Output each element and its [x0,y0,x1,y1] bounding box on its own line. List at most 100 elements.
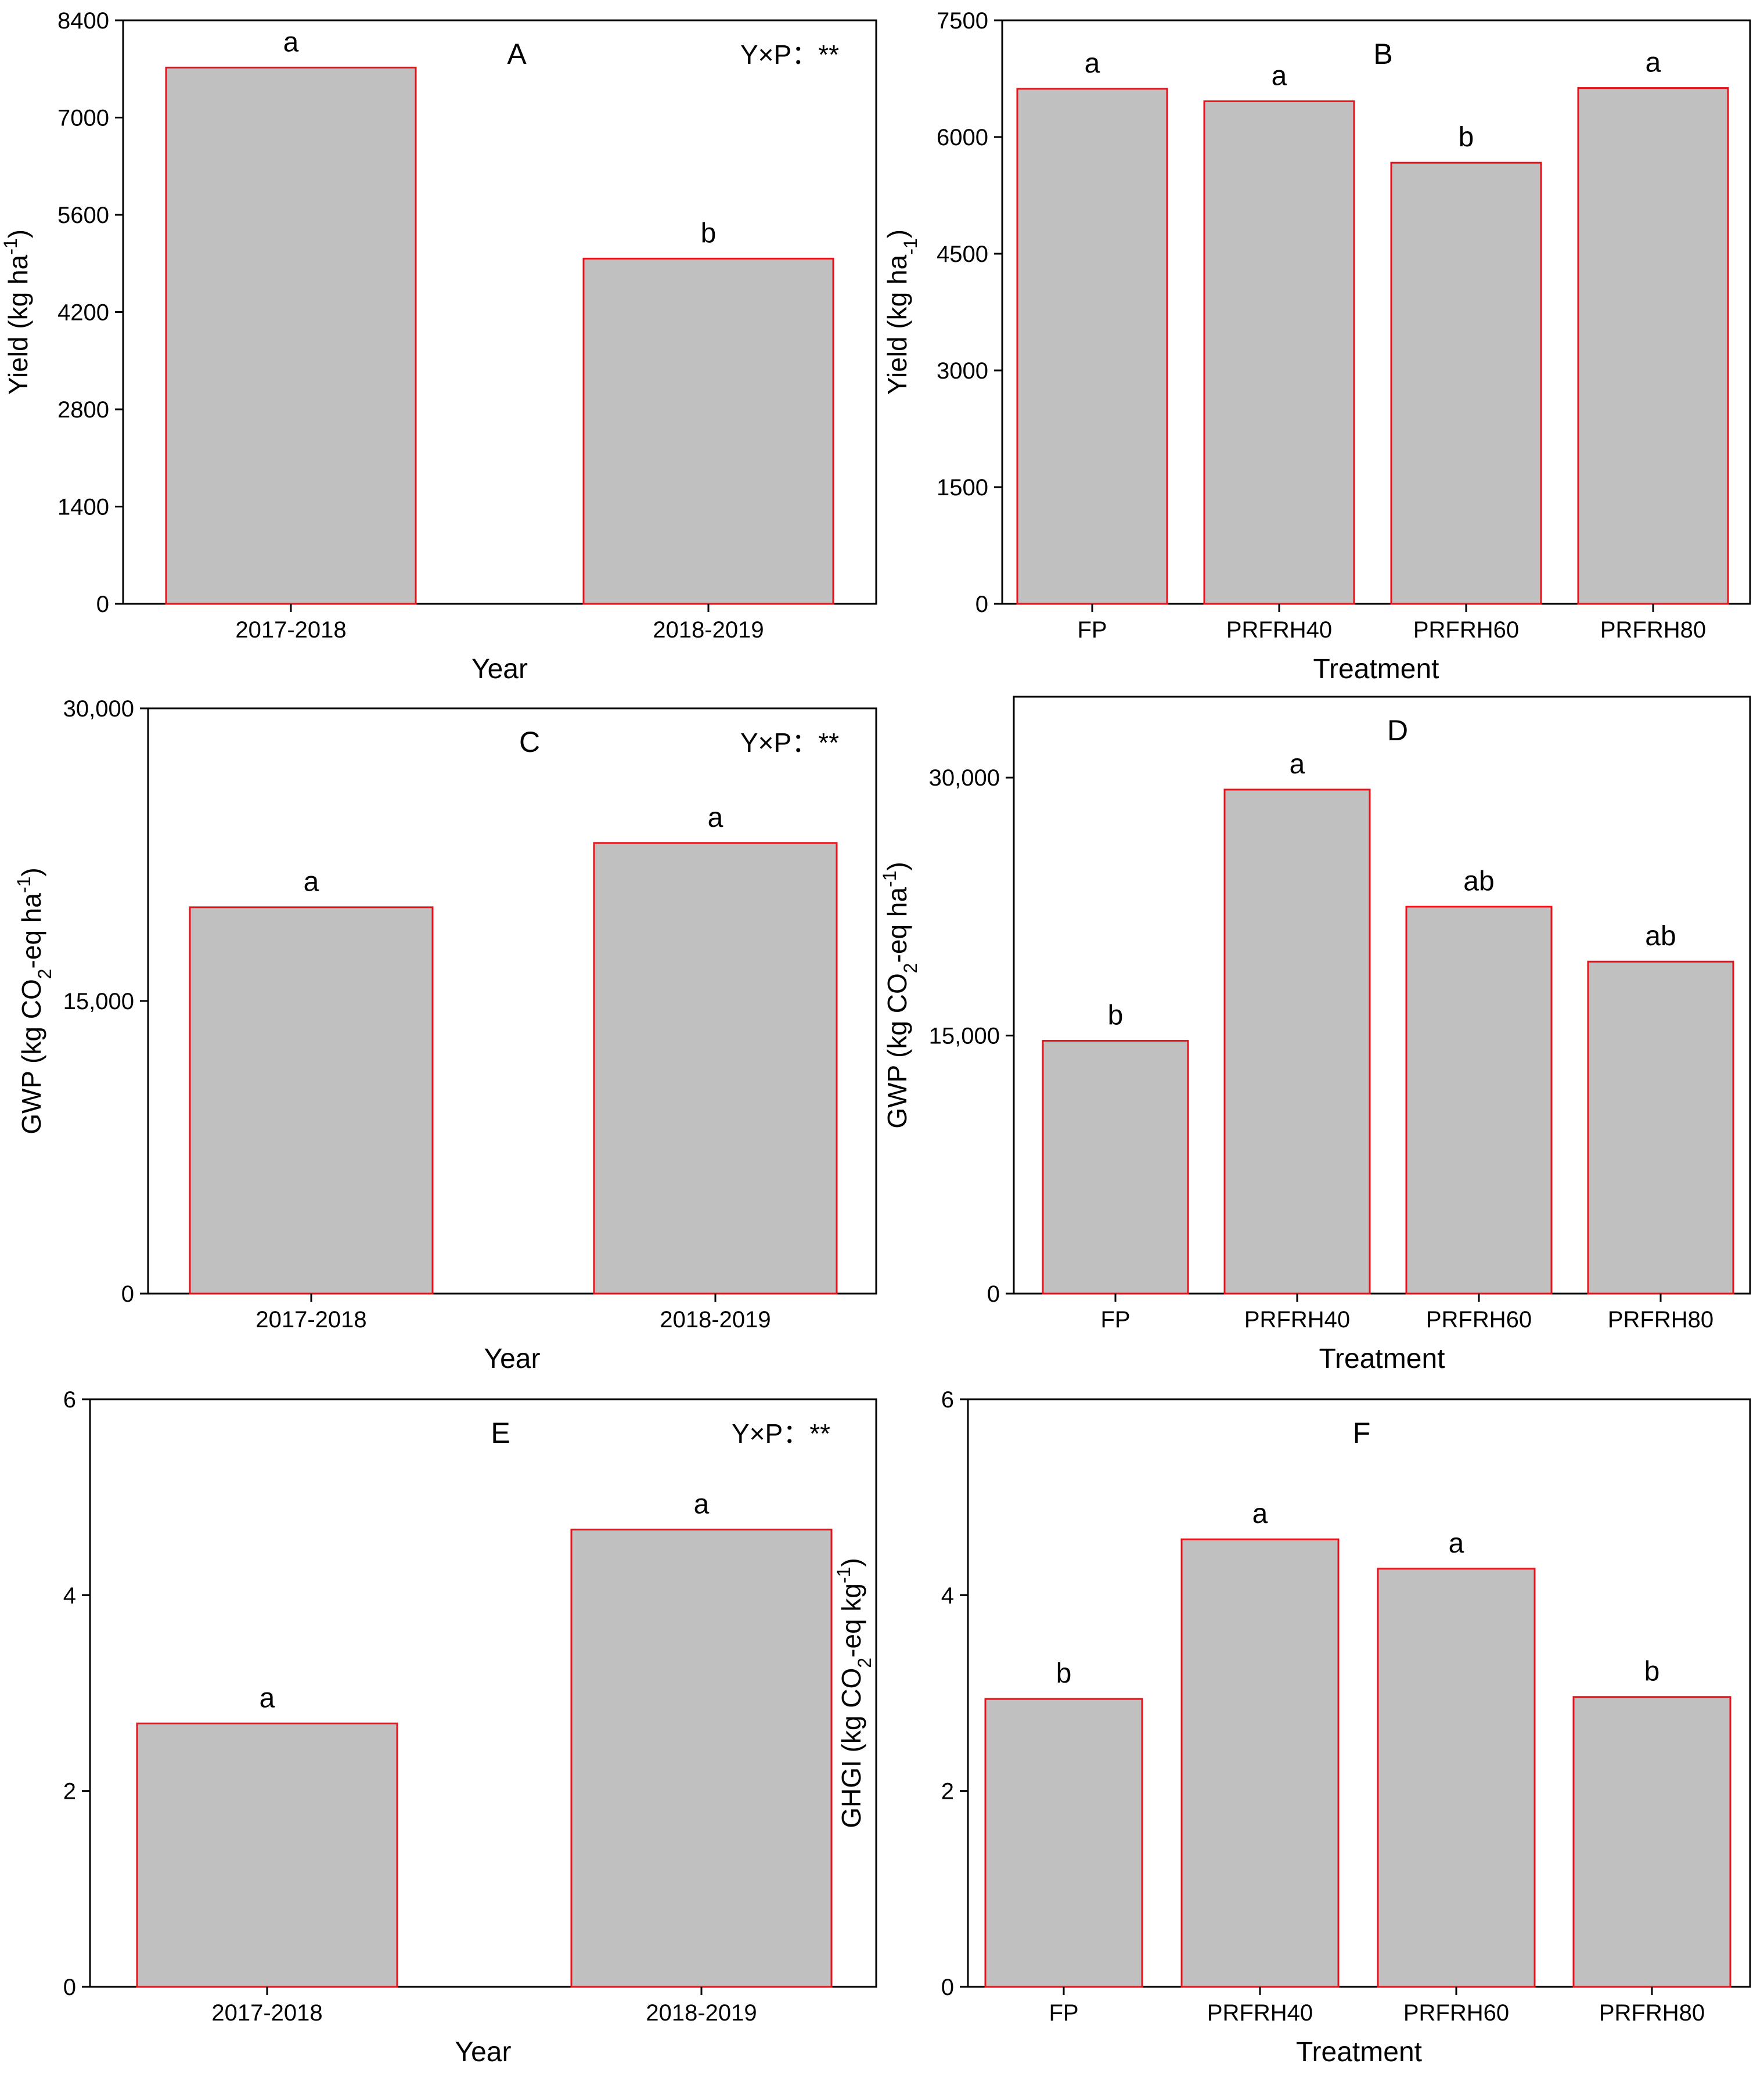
y-tick-label: 0 [121,1281,134,1307]
panel-label: E [491,1417,510,1449]
y-tick-label: 30,000 [63,696,134,722]
x-tick-label: 2017-2018 [211,2000,322,2026]
significance-letter: ab [1645,921,1676,952]
significance-letter: a [694,1489,710,1519]
x-axis-title: Year [471,654,528,685]
bar [1405,905,1553,1295]
x-axis-title: Treatment [1319,1344,1445,1374]
y-axis-title: GHGI (kg CO2-eq kg-1) [833,1558,875,1828]
interaction-annotation: Y×P：** [740,39,839,70]
y-tick-label: 0 [63,1975,76,2000]
panel-label: F [1353,1417,1371,1449]
bar [1390,161,1542,605]
significance-letter: a [283,27,299,57]
plot-frame [1001,19,1751,605]
x-tick-label: 2018-2019 [660,1307,771,1332]
y-tick-label: 15,000 [929,1024,1000,1049]
x-axis-title: Year [455,2037,512,2068]
y-tick-label: 7500 [937,8,988,34]
plot-frame [1013,696,1751,1295]
plot-frame [967,1398,1751,1988]
y-tick-label: 4500 [937,242,988,267]
y-tick-label: 4 [63,1583,76,1608]
significance-letter: a [260,1683,275,1713]
panel-label: C [519,726,540,758]
y-tick-label: 30,000 [929,765,1000,791]
x-tick-label: PRFRH40 [1244,1307,1350,1332]
y-tick-label: 0 [975,592,988,617]
panel-label: B [1373,38,1392,70]
panel-label: D [1387,714,1408,747]
bar [1577,87,1729,605]
x-tick-label: PRFRH60 [1413,617,1519,643]
x-tick-label: FP [1100,1307,1130,1332]
x-tick-label: FP [1049,2000,1078,2026]
bar [984,1698,1143,1988]
y-axis-title: GWP (kg CO2-eq ha-1) [879,862,921,1129]
bar [1223,788,1371,1295]
significance-letter: a [1085,48,1100,79]
y-tick-label: 2800 [57,397,109,423]
significance-letter: a [1252,1499,1268,1529]
bar [1203,100,1355,605]
significance-letter: a [708,802,723,833]
panel-b: a FP a PRFRH40 b PRFRH60 a PRFRH80 0 1500 3000 4500… [882,8,1751,685]
x-tick-label: PRFRH60 [1403,2000,1509,2026]
significance-letter: b [1056,1658,1072,1689]
y-tick-label: 4200 [57,300,109,326]
significance-letter: a [1272,60,1287,91]
y-axis-title: Yield (kg ha-1) [0,229,33,395]
y-tick-label: 5600 [57,203,109,228]
y-axis-title: GWP (kg CO2-eq ha-1) [13,867,55,1135]
y-axis-title: Yield (kg ha-1) [882,229,921,395]
x-tick-label: 2018-2019 [646,2000,757,2026]
x-axis-title: Year [484,1344,541,1374]
significance-letter: b [701,218,717,249]
x-tick-label: PRFRH80 [1608,1307,1713,1332]
x-tick-label: 2017-2018 [235,617,346,643]
bar [1180,1538,1340,1988]
interaction-annotation: Y×P：** [740,728,839,758]
y-tick-label: 2 [941,1779,954,1805]
x-tick-label: PRFRH40 [1207,2000,1313,2026]
x-tick-label: PRFRH80 [1599,2000,1705,2026]
bar [165,66,417,605]
y-tick-label: 0 [96,592,109,617]
significance-letter: b [1459,122,1474,153]
bar [582,257,834,605]
significance-letter: b [1644,1656,1660,1687]
x-axis-title: Treatment [1296,2037,1422,2068]
x-tick-label: PRFRH80 [1600,617,1706,643]
x-tick-label: 2017-2018 [255,1307,366,1332]
bar [1042,1040,1189,1295]
y-tick-label: 4 [941,1583,954,1608]
significance-letter: b [1108,1000,1124,1031]
y-tick-label: 7000 [57,106,109,131]
y-tick-label: 3000 [937,358,988,384]
x-axis-title: Treatment [1313,654,1439,685]
panel-label: A [507,38,527,70]
y-tick-label: 15,000 [63,989,134,1014]
bar [1587,960,1734,1295]
bar [136,1722,398,1988]
significance-letter: a [304,867,319,898]
significance-letter: ab [1463,866,1494,896]
interaction-annotation: Y×P：** [732,1418,830,1449]
panel-e: a 2017-2018 a 2018-2019 0 2 4 6 E Y×P：** Year GHGI … [63,1387,877,2068]
bar [570,1528,833,1988]
panel-c: a 2017-2018 a 2018-2019 0 15,000 30,000 C Y×P：**… [13,696,877,1374]
y-tick-label: 2 [63,1779,76,1805]
bar [593,842,838,1295]
bar [1377,1568,1536,1988]
bar [1016,88,1168,605]
y-tick-label: 6 [941,1387,954,1413]
significance-letter: a [1449,1528,1464,1559]
bar [189,906,434,1295]
panel-d: b FP a PRFRH40 ab PRFRH60 ab PRFRH80 0 15,000 30,0… [879,696,1751,1374]
y-tick-label: 0 [987,1281,1000,1307]
significance-letter: a [1290,749,1305,780]
y-tick-label: 6 [63,1387,76,1413]
y-tick-label: 1400 [57,495,109,520]
x-tick-label: PRFRH60 [1426,1307,1532,1332]
